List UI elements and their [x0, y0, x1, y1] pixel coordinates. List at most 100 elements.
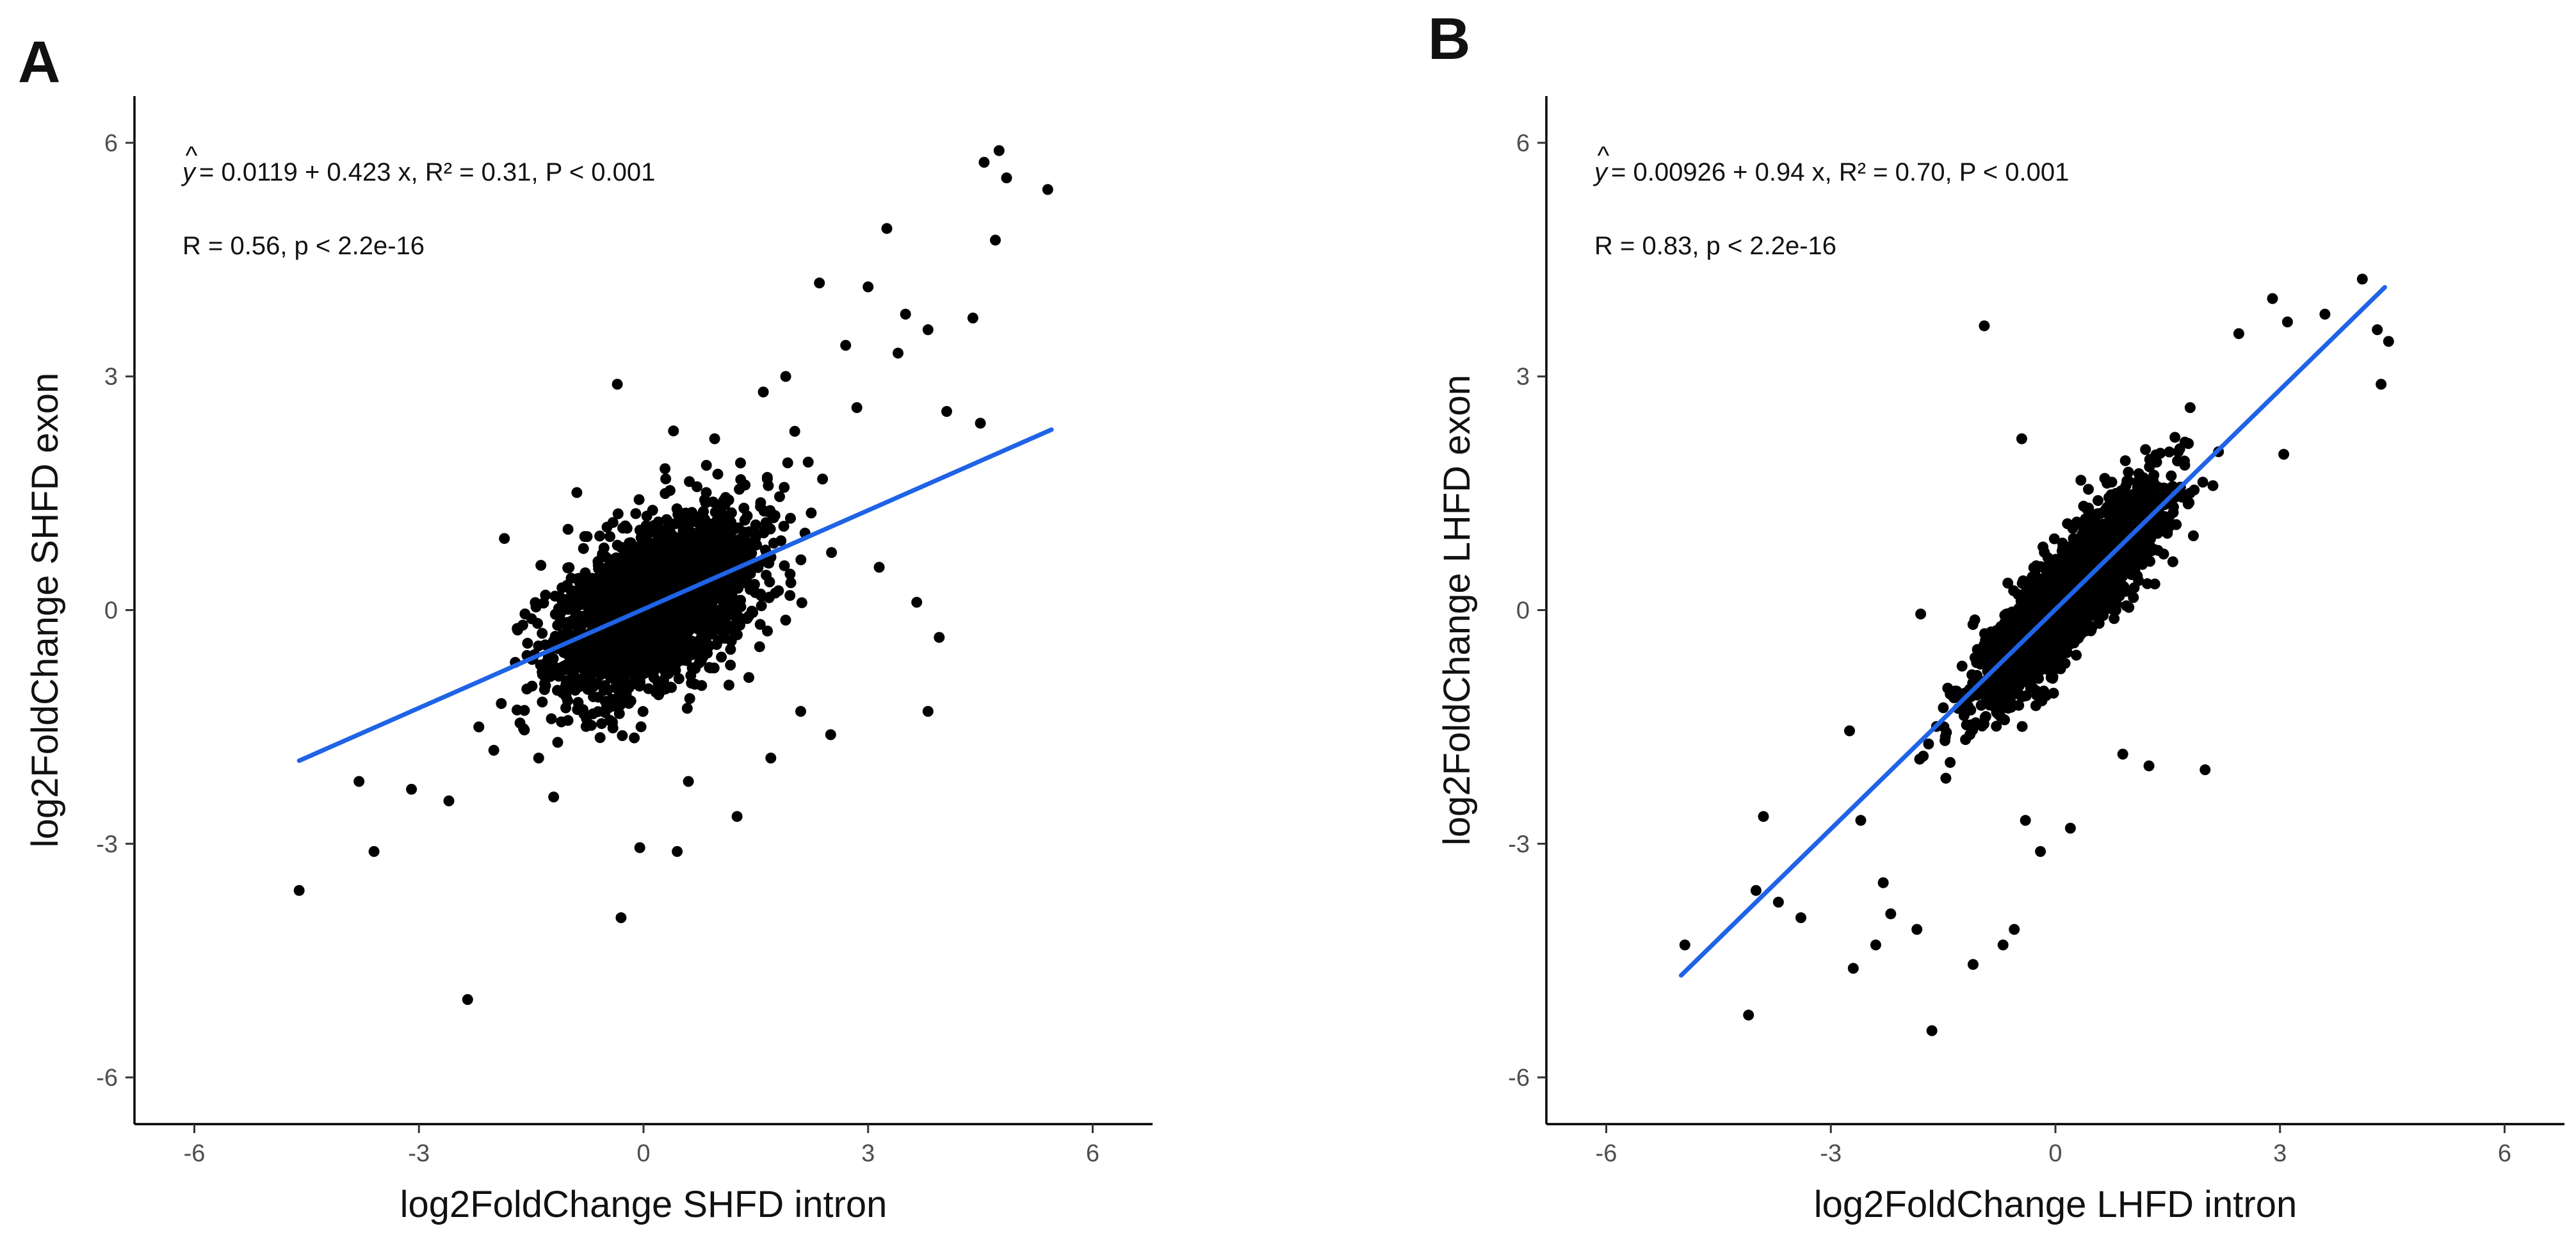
- data-point: [696, 680, 708, 691]
- data-point: [537, 628, 548, 639]
- data-point: [851, 402, 863, 413]
- data-point: [562, 626, 574, 638]
- data-point: [612, 701, 623, 713]
- data-point: [580, 721, 592, 732]
- data-point: [2071, 516, 2082, 528]
- data-point: [2121, 475, 2133, 487]
- data-point: [881, 223, 893, 234]
- data-point: [637, 706, 649, 717]
- data-point: [2109, 613, 2120, 625]
- data-point: [612, 634, 623, 646]
- data-point: [620, 568, 632, 579]
- regression-equation: y ^ = 0.0119 + 0.423 x, R² = 0.31, P < 0…: [181, 142, 655, 186]
- data-point: [795, 554, 807, 566]
- data-point: [1923, 739, 1934, 749]
- data-point: [720, 597, 732, 608]
- data-point: [647, 505, 658, 516]
- data-point: [639, 632, 651, 644]
- data-point: [2048, 687, 2059, 699]
- y-axis-title: log2FoldChange SHFD exon: [24, 373, 66, 848]
- data-point: [1999, 714, 2011, 726]
- data-point: [802, 457, 814, 468]
- data-point: [696, 594, 708, 605]
- data-point: [664, 485, 676, 496]
- data-point: [353, 776, 365, 787]
- data-point: [2126, 489, 2138, 500]
- equation-text: = 0.0119 + 0.423 x, R² = 0.31, P < 0.001: [199, 158, 655, 186]
- data-point: [607, 672, 619, 683]
- data-point: [588, 691, 599, 703]
- data-point: [622, 599, 633, 610]
- data-point: [967, 313, 978, 323]
- data-point: [522, 637, 533, 649]
- data-point: [1969, 614, 1981, 626]
- data-point: [735, 457, 746, 469]
- data-point: [749, 578, 760, 590]
- data-point: [644, 587, 655, 599]
- data-point: [558, 647, 569, 658]
- data-point: [2087, 523, 2098, 534]
- data-point: [712, 468, 724, 480]
- data-point: [762, 625, 773, 637]
- data-point: [687, 623, 699, 633]
- data-point: [826, 547, 838, 559]
- data-point: [546, 713, 557, 724]
- data-point: [2123, 521, 2135, 533]
- data-point: [499, 533, 510, 544]
- data-point: [2048, 648, 2060, 660]
- data-point: [613, 601, 624, 613]
- data-point: [911, 596, 923, 608]
- data-point: [688, 593, 699, 605]
- data-point: [496, 698, 507, 709]
- data-point: [2102, 477, 2113, 489]
- data-point: [406, 783, 417, 795]
- data-point: [683, 776, 694, 787]
- y-tick-label: 0: [104, 598, 118, 625]
- panel-label-a: A: [18, 29, 60, 95]
- data-point: [652, 566, 663, 577]
- data-point: [754, 641, 765, 653]
- data-point: [744, 542, 756, 553]
- data-point: [1980, 711, 1991, 723]
- data-point: [665, 530, 676, 542]
- data-point: [990, 234, 1001, 246]
- data-point: [621, 635, 633, 646]
- data-point: [727, 582, 738, 593]
- data-point: [922, 706, 934, 717]
- data-point: [538, 598, 549, 608]
- data-point: [629, 732, 640, 744]
- data-point: [546, 669, 557, 680]
- data-point: [941, 405, 952, 417]
- data-point: [578, 704, 588, 715]
- data-point: [735, 474, 747, 486]
- data-point: [533, 753, 544, 763]
- data-point: [596, 718, 608, 730]
- data-point: [612, 379, 623, 390]
- data-point: [2016, 721, 2028, 732]
- data-point: [603, 626, 614, 638]
- data-point: [601, 641, 612, 652]
- data-point: [741, 613, 753, 625]
- data-point: [563, 595, 574, 607]
- data-point: [599, 680, 610, 691]
- data-point: [734, 484, 745, 495]
- data-point: [780, 371, 791, 382]
- data-point: [624, 580, 636, 592]
- data-point: [573, 681, 585, 692]
- data-point: [604, 531, 615, 543]
- data-point: [678, 655, 690, 666]
- data-point: [648, 611, 660, 623]
- data-point: [659, 665, 670, 677]
- data-point: [709, 593, 721, 605]
- data-point: [712, 635, 724, 646]
- data-point: [660, 559, 670, 570]
- data-point: [2166, 470, 2177, 482]
- data-point: [1966, 669, 1978, 680]
- data-point: [626, 551, 637, 562]
- data-point: [2098, 544, 2110, 555]
- data-point: [785, 512, 796, 524]
- data-point: [893, 347, 903, 359]
- regression-line: [296, 427, 1054, 763]
- data-point: [780, 614, 791, 626]
